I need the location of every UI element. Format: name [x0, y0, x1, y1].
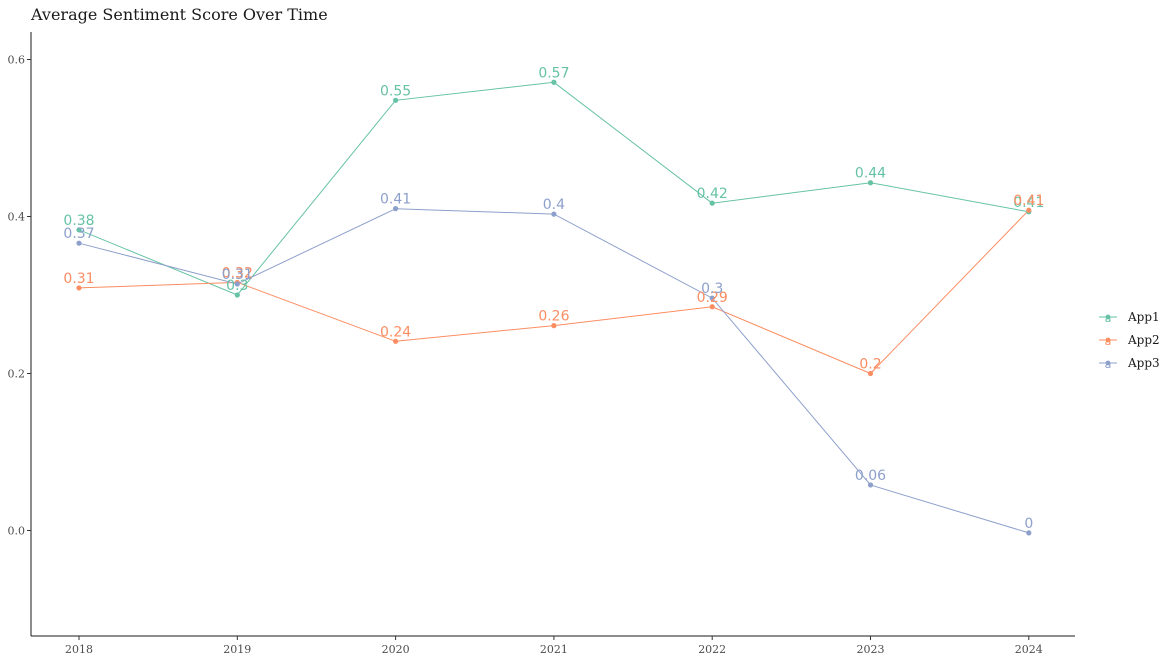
- y-tick-label: 0.4: [8, 211, 26, 224]
- data-label: 0.29: [697, 290, 728, 306]
- series-line-app3: [78, 208, 1029, 534]
- data-point: [76, 285, 82, 291]
- data-point: [393, 97, 399, 103]
- chart-title: Average Sentiment Score Over Time: [31, 5, 328, 24]
- data-point: [1026, 207, 1032, 213]
- data-point: [867, 482, 874, 488]
- data-point: [551, 211, 557, 217]
- data-label: 0.24: [380, 324, 411, 340]
- data-point: [234, 281, 240, 287]
- x-tick-label: 2018: [65, 643, 93, 656]
- x-tick-label: 2020: [382, 643, 410, 656]
- data-label: 0.44: [855, 166, 886, 182]
- data-label: 0.55: [380, 83, 411, 99]
- legend-key-glyph: a: [1105, 335, 1112, 348]
- x-tick-label: 2024: [1015, 643, 1043, 656]
- data-label: 0.3: [226, 278, 248, 294]
- data-point: [709, 295, 715, 301]
- legend-key-point: [1105, 337, 1111, 343]
- data-point: [867, 180, 874, 186]
- data-label: 0.4: [543, 197, 565, 213]
- legend: a App1 a App2 a App3: [1099, 310, 1160, 371]
- data-point: [393, 338, 399, 344]
- data-label: 0.37: [63, 226, 94, 242]
- data-point: [867, 370, 874, 377]
- y-tick-label: 0.2: [8, 368, 26, 381]
- data-label: 0.31: [63, 271, 94, 287]
- y-tick-label: 0.0: [8, 525, 26, 538]
- series-lines: [78, 81, 1030, 534]
- y-tick-label: 0.6: [8, 54, 26, 67]
- data-label: 0.41: [1013, 193, 1044, 209]
- legend-label: App1: [1127, 310, 1160, 324]
- data-point: [76, 240, 82, 246]
- x-tick-label: 2019: [223, 643, 251, 656]
- x-tick-label: 2022: [698, 643, 726, 656]
- x-tick-label: 2021: [540, 643, 568, 656]
- data-label: 0.06: [855, 468, 886, 484]
- legend-key-glyph: a: [1105, 312, 1112, 325]
- series-line-app1: [78, 81, 1029, 296]
- data-label: 0.2: [859, 357, 881, 373]
- data-point: [551, 323, 557, 329]
- data-label: 0.26: [538, 309, 569, 325]
- legend-key-point: [1105, 314, 1111, 320]
- axes: 0.0 0.2 0.4 0.6 2018 2019 2020 2021 2022 2023 2024: [8, 32, 1075, 656]
- data-point: [393, 206, 399, 212]
- data-label: 0.3: [701, 281, 723, 297]
- data-point: [1026, 530, 1032, 536]
- data-labels: 0.380.30.550.570.420.440.410.31 0.320.240…: [63, 65, 1044, 532]
- legend-label: App2: [1127, 333, 1160, 347]
- data-label: 0.32: [222, 265, 253, 281]
- series-line-app2: [78, 209, 1030, 375]
- x-tick-label: 2023: [857, 643, 885, 656]
- series-points: [76, 79, 1032, 536]
- data-point: [234, 292, 240, 298]
- legend-key-glyph: a: [1105, 358, 1112, 371]
- data-point: [551, 79, 557, 85]
- data-label: 0.57: [538, 65, 569, 81]
- legend-key-point: [1105, 360, 1111, 366]
- data-point: [709, 200, 715, 206]
- data-point: [76, 227, 82, 233]
- data-label: 0.41: [380, 192, 411, 208]
- data-label: 0.41: [1013, 195, 1044, 211]
- data-label: 0: [1024, 516, 1033, 532]
- data-label: 0.31: [222, 267, 253, 283]
- legend-label: App3: [1127, 356, 1160, 370]
- data-label: 0.38: [63, 213, 94, 229]
- data-point: [709, 304, 715, 310]
- data-label: 0.42: [697, 186, 728, 202]
